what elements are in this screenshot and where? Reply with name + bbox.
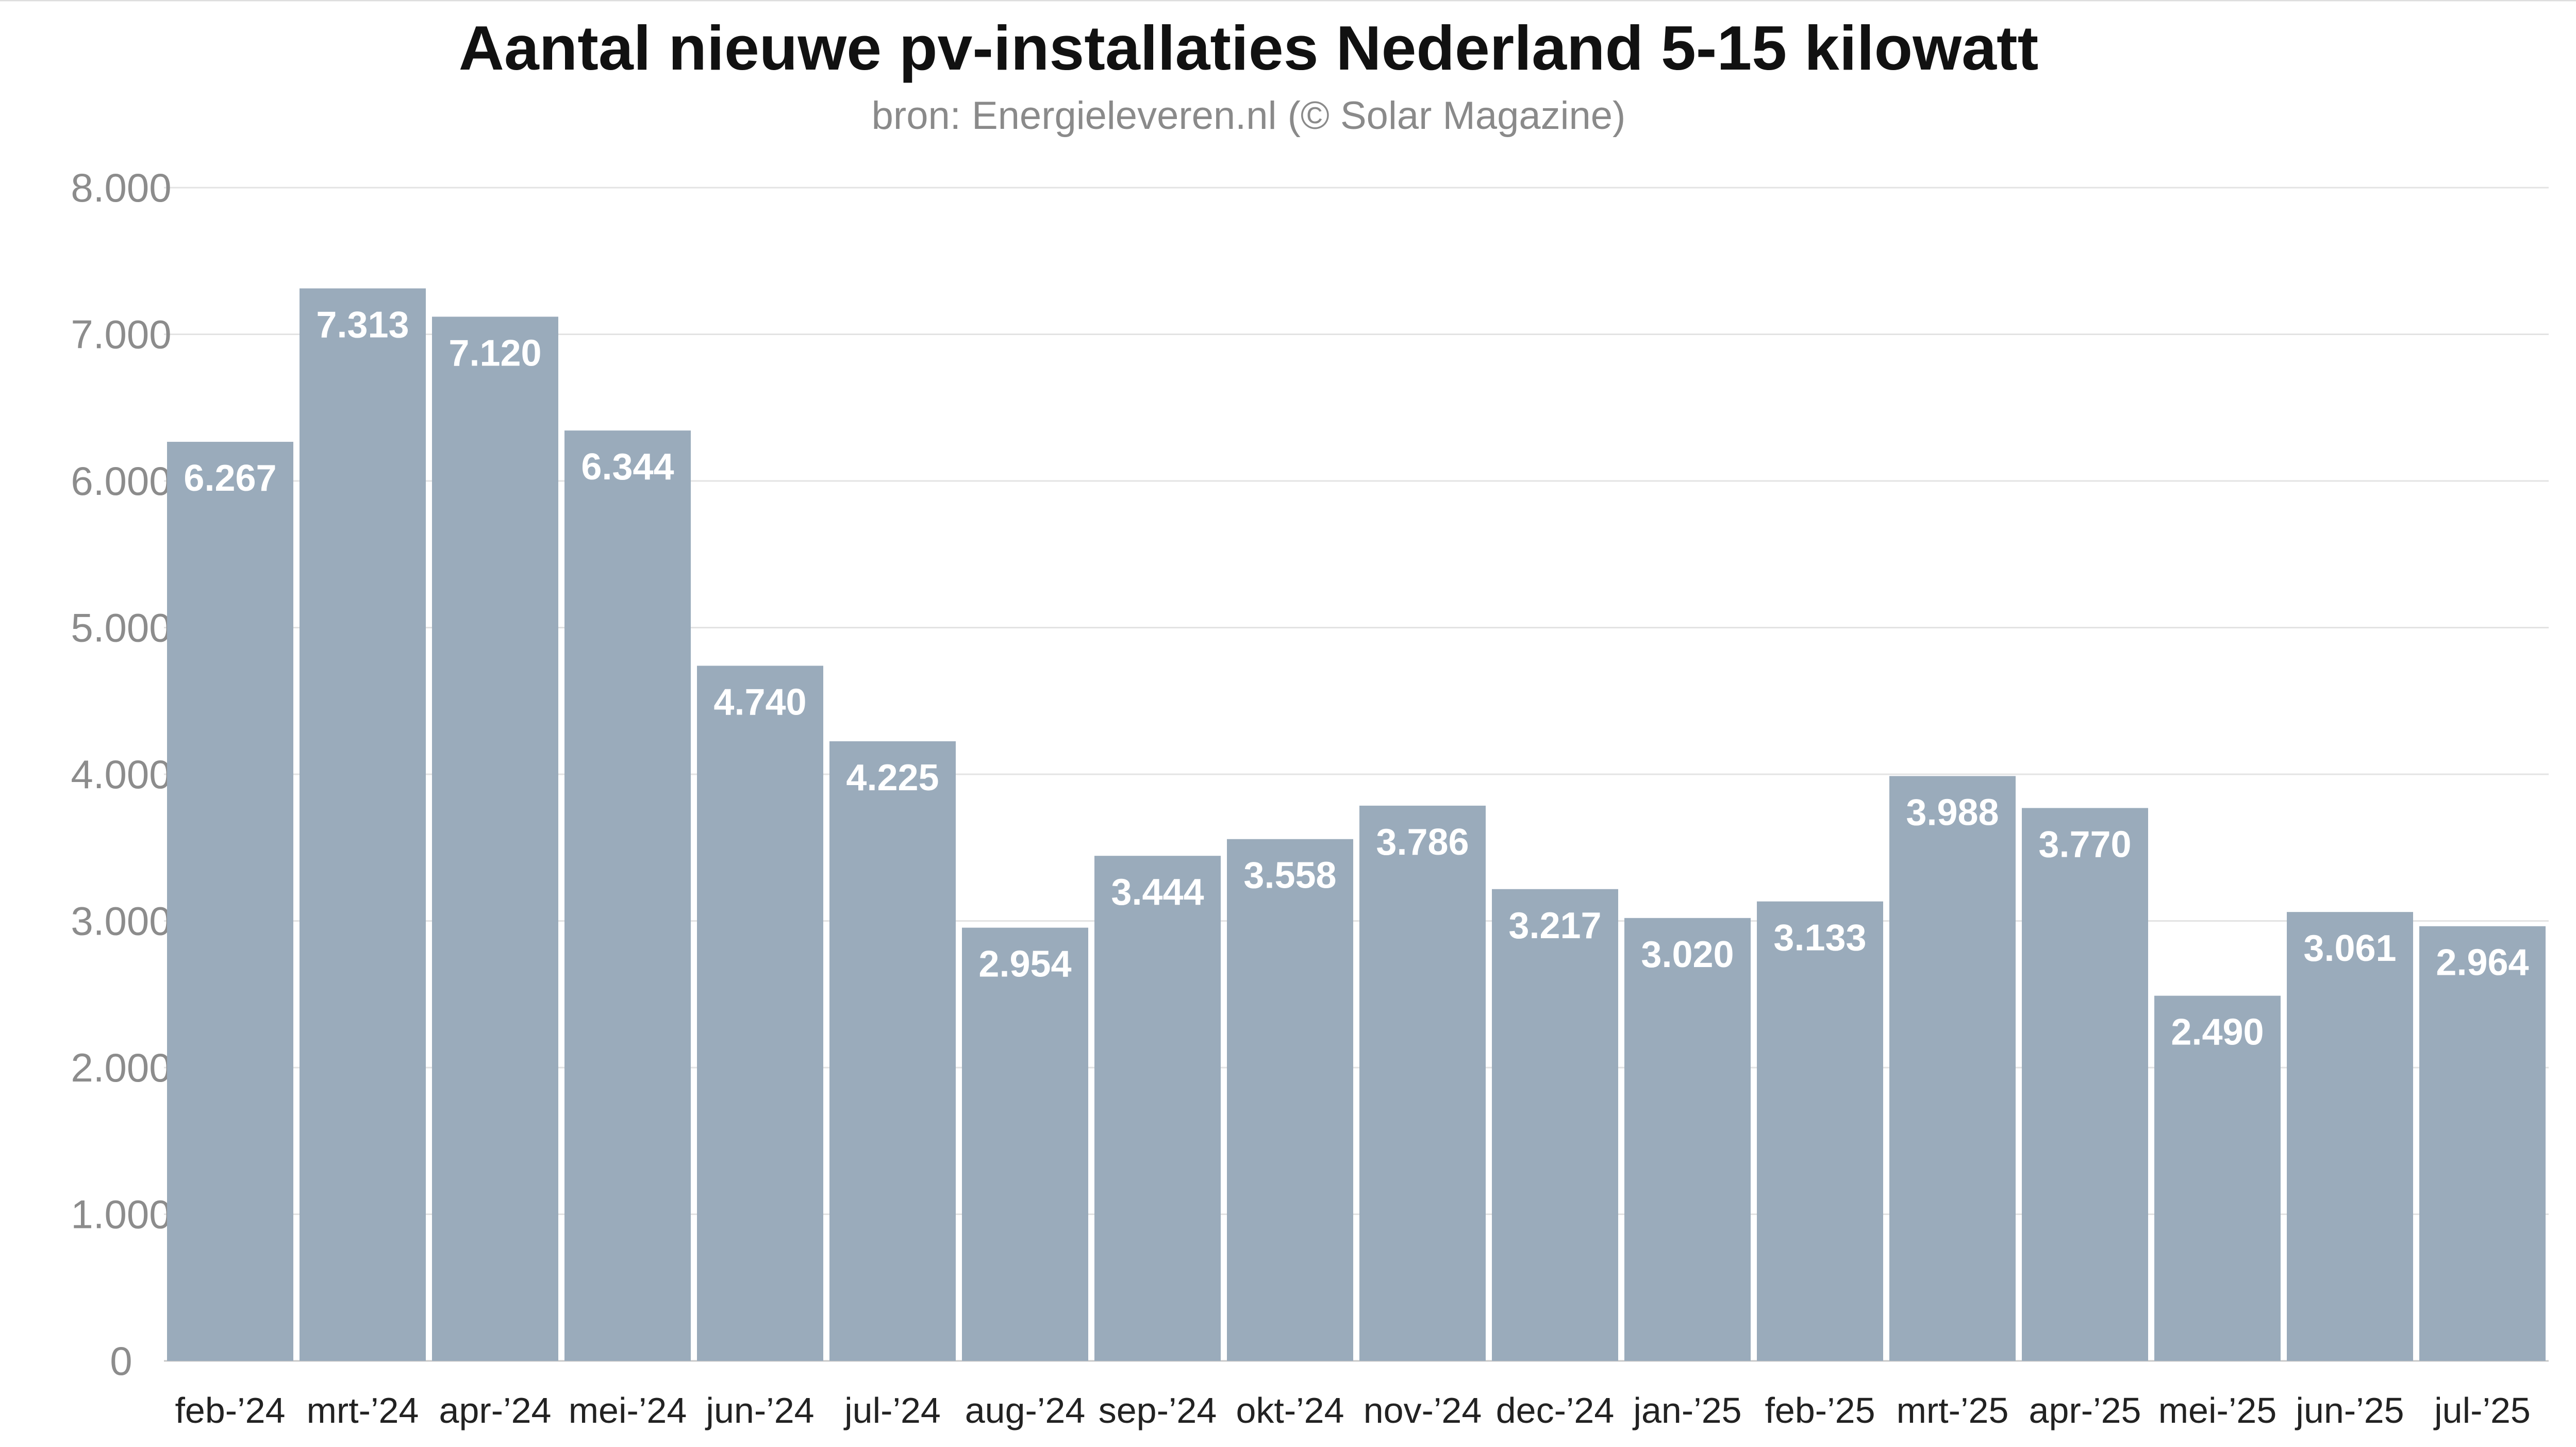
data-labels: 6.267 7.313 7.120 6.344 4.740 4.225 2.954 3.444… [184, 304, 2529, 1053]
bar [1492, 889, 1618, 1361]
data-label: 3.770 [2038, 824, 2131, 865]
x-tick-label: mrt-’25 [1897, 1390, 2009, 1431]
bar [1094, 856, 1221, 1361]
bar [1227, 839, 1353, 1361]
bar [962, 927, 1088, 1361]
data-label: 2.490 [2171, 1012, 2264, 1053]
data-label: 3.558 [1243, 855, 1336, 896]
x-tick-label: feb-’25 [1765, 1390, 1875, 1431]
y-tick-label: 3.000 [71, 899, 171, 944]
x-tick-label: jun-’24 [705, 1390, 814, 1431]
y-tick-label: 4.000 [71, 752, 171, 797]
data-label: 3.020 [1641, 934, 1734, 975]
y-tick-label: 2.000 [71, 1045, 171, 1090]
data-label: 3.133 [1773, 918, 1866, 959]
bar [300, 288, 426, 1361]
data-label: 7.120 [448, 332, 541, 374]
y-tick-label: 6.000 [71, 458, 171, 504]
bar [1757, 901, 1883, 1361]
data-label: 4.740 [713, 681, 806, 723]
x-tick-label: sep-’24 [1099, 1390, 1217, 1431]
chart-title: Aantal nieuwe pv-installaties Nederland … [459, 13, 2038, 83]
x-axis-ticks: feb-’24 mrt-’24 apr-’24 mei-’24 jun-’24 jul-’… [175, 1390, 2530, 1431]
x-tick-label: mei-’24 [569, 1390, 687, 1431]
x-tick-label: jan-’25 [1632, 1390, 1741, 1431]
x-tick-label: okt-’24 [1236, 1390, 1344, 1431]
bar [167, 442, 293, 1361]
x-tick-label: nov-’24 [1364, 1390, 1482, 1431]
x-tick-label: jul-’24 [843, 1390, 941, 1431]
bar [432, 317, 558, 1361]
x-tick-label: apr-’24 [439, 1390, 552, 1431]
chart-subtitle: bron: Energieleveren.nl (© Solar Magazin… [872, 94, 1626, 138]
bar [697, 666, 823, 1361]
bars [167, 288, 2546, 1361]
x-tick-label: feb-’24 [175, 1390, 285, 1431]
data-label: 6.267 [184, 458, 276, 499]
y-tick-label: 5.000 [71, 605, 171, 651]
data-label: 3.988 [1906, 792, 1999, 833]
data-label: 7.313 [316, 304, 409, 345]
bar [2419, 926, 2546, 1361]
bar [2154, 995, 2281, 1361]
data-label: 4.225 [846, 757, 939, 799]
bar [564, 430, 691, 1361]
x-tick-label: mei-’25 [2158, 1390, 2277, 1431]
y-tick-label: 0 [110, 1338, 132, 1384]
y-tick-label: 7.000 [71, 312, 171, 357]
x-tick-label: jun-’25 [2295, 1390, 2404, 1431]
bar [2022, 808, 2148, 1361]
bar [1359, 805, 1486, 1361]
data-label: 2.964 [2436, 942, 2529, 984]
data-label: 3.217 [1508, 905, 1601, 946]
bar [2287, 912, 2413, 1361]
x-tick-label: jul-’25 [2433, 1390, 2531, 1431]
x-tick-label: mrt-’24 [307, 1390, 419, 1431]
x-tick-label: dec-’24 [1496, 1390, 1615, 1431]
y-tick-label: 1.000 [71, 1192, 171, 1237]
y-tick-label: 8.000 [71, 165, 171, 210]
x-tick-label: apr-’25 [2029, 1390, 2141, 1431]
bar [829, 741, 956, 1361]
bar [1889, 776, 2016, 1361]
data-label: 6.344 [581, 446, 674, 488]
gridlines [164, 187, 2549, 1362]
data-label: 3.444 [1111, 872, 1204, 913]
x-tick-label: aug-’24 [965, 1390, 1086, 1431]
data-label: 3.786 [1376, 822, 1469, 863]
bar [1624, 918, 1751, 1361]
y-axis-ticks: 0 1.000 2.000 3.000 4.000 5.000 6.000 7.000 8.00… [71, 165, 171, 1384]
data-label: 2.954 [978, 944, 1071, 985]
data-label: 3.061 [2303, 928, 2396, 969]
